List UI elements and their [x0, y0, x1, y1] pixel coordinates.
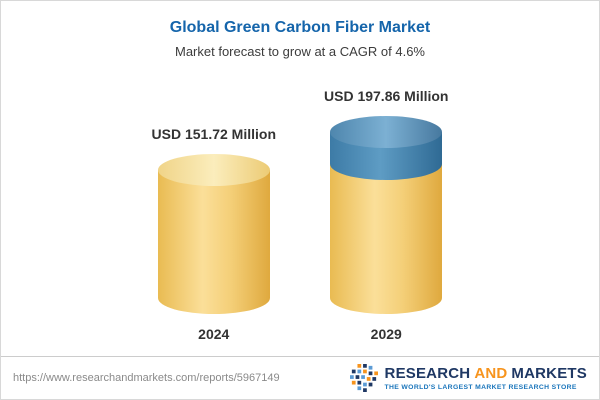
chart-area: USD 151.72 Million 2024 USD 197.86 Milli…: [1, 59, 599, 356]
pixel-globe-logo-icon: [349, 364, 378, 392]
bar-group-2029: USD 197.86 Million 2029: [324, 88, 448, 342]
category-label-2024: 2024: [198, 326, 230, 342]
cylinder-top-ellipse: [157, 154, 270, 186]
bar-group-2024: USD 151.72 Million 2024: [152, 126, 276, 342]
chart-title: Global Green Carbon Fiber Market: [169, 19, 431, 36]
chart-header: Global Green Carbon Fiber Market Market …: [1, 1, 599, 59]
brand-word-and: AND: [474, 365, 508, 382]
brand-text: RESEARCH AND MARKETS THE WORLD'S LARGEST…: [385, 365, 587, 391]
source-url: https://www.researchandmarkets.com/repor…: [13, 372, 280, 384]
footer: https://www.researchandmarkets.com/repor…: [1, 356, 599, 399]
value-label-2029: USD 197.86 Million: [324, 88, 449, 104]
brand-tagline: THE WORLD'S LARGEST MARKET RESEARCH STOR…: [384, 384, 577, 391]
brand-name: RESEARCH AND MARKETS: [385, 365, 587, 382]
category-label-2029: 2029: [370, 326, 402, 342]
cylinder-bar-2024: [157, 154, 270, 314]
brand-word-markets: MARKETS: [511, 365, 587, 382]
cylinder-bar-2029: [330, 116, 443, 314]
cylinder-body-yellow: [157, 170, 270, 314]
value-label-2024: USD 151.72 Million: [151, 126, 276, 142]
chart-subtitle: Market forecast to grow at a CAGR of 4.6…: [175, 44, 425, 59]
brand-logo: RESEARCH AND MARKETS THE WORLD'S LARGEST…: [349, 364, 587, 392]
cylinder-top-ellipse-blue: [330, 116, 443, 148]
cylinder-body-yellow: [330, 164, 443, 314]
brand-word-research: RESEARCH: [384, 365, 471, 382]
